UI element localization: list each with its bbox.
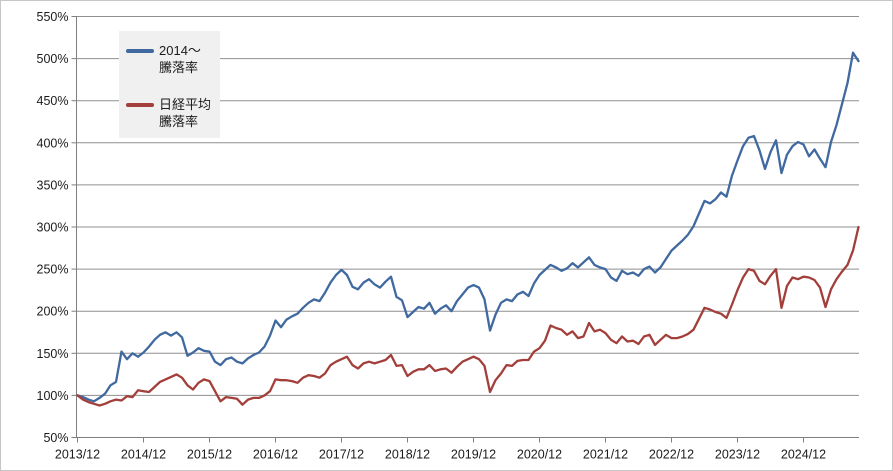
y-axis-label: 450% (37, 94, 69, 108)
y-axis-label: 200% (37, 305, 69, 319)
y-axis-label: 550% (37, 10, 69, 24)
y-axis-label: 350% (37, 178, 69, 192)
y-axis-label: 400% (37, 136, 69, 150)
series-line-2014 (76, 51, 860, 403)
x-axis-label: 2023/12 (715, 448, 760, 462)
x-axis-label: 2020/12 (517, 448, 562, 462)
y-axis-label: 500% (37, 52, 69, 66)
legend-label-line2: 騰落率 (159, 60, 199, 75)
x-axis-label: 2014/12 (121, 448, 166, 462)
x-axis-label: 2017/12 (319, 448, 364, 462)
y-axis-label: 100% (37, 389, 69, 403)
x-axis-label: 2021/12 (583, 448, 628, 462)
x-axis-label: 2018/12 (385, 448, 430, 462)
x-axis-label: 2016/12 (253, 448, 298, 462)
legend-label-line1: 2014〜 (159, 43, 201, 58)
legend-label-2014-series: 2014〜 騰落率 (159, 42, 201, 76)
legend-swatch-red (126, 103, 154, 107)
legend-item-nikkei-series: 日経平均 騰落率 (126, 96, 214, 130)
y-axis-label: 50% (43, 431, 68, 445)
legend-label-line1: 日経平均 (159, 97, 212, 112)
x-axis-label: 2015/12 (187, 448, 232, 462)
legend-swatch-blue (126, 49, 154, 53)
legend-label-nikkei-series: 日経平均 騰落率 (159, 96, 211, 130)
x-axis-label: 2013/12 (55, 448, 100, 462)
legend-item-2014-series: 2014〜 騰落率 (126, 42, 214, 76)
series-line-nikkei (76, 225, 860, 407)
x-axis-label: 2019/12 (451, 448, 496, 462)
x-axis-label: 2022/12 (649, 448, 694, 462)
x-axis-label: 2024/12 (781, 448, 826, 462)
y-axis-label: 300% (37, 221, 69, 235)
legend-label-line2: 騰落率 (159, 114, 199, 129)
y-axis-label: 150% (37, 347, 69, 361)
y-axis-label: 250% (37, 263, 69, 277)
legend: 2014〜 騰落率 日経平均 騰落率 (119, 31, 220, 138)
